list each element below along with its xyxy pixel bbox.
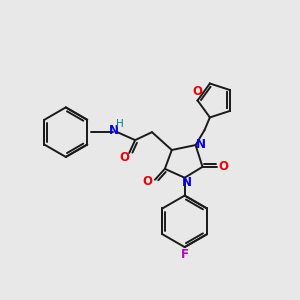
Text: H: H: [116, 119, 124, 129]
Text: O: O: [119, 152, 129, 164]
Text: O: O: [142, 175, 152, 188]
Text: N: N: [109, 124, 119, 137]
Text: F: F: [181, 248, 189, 260]
Text: N: N: [196, 138, 206, 151]
Text: O: O: [193, 85, 203, 98]
Text: N: N: [182, 176, 192, 189]
Text: O: O: [218, 160, 228, 173]
